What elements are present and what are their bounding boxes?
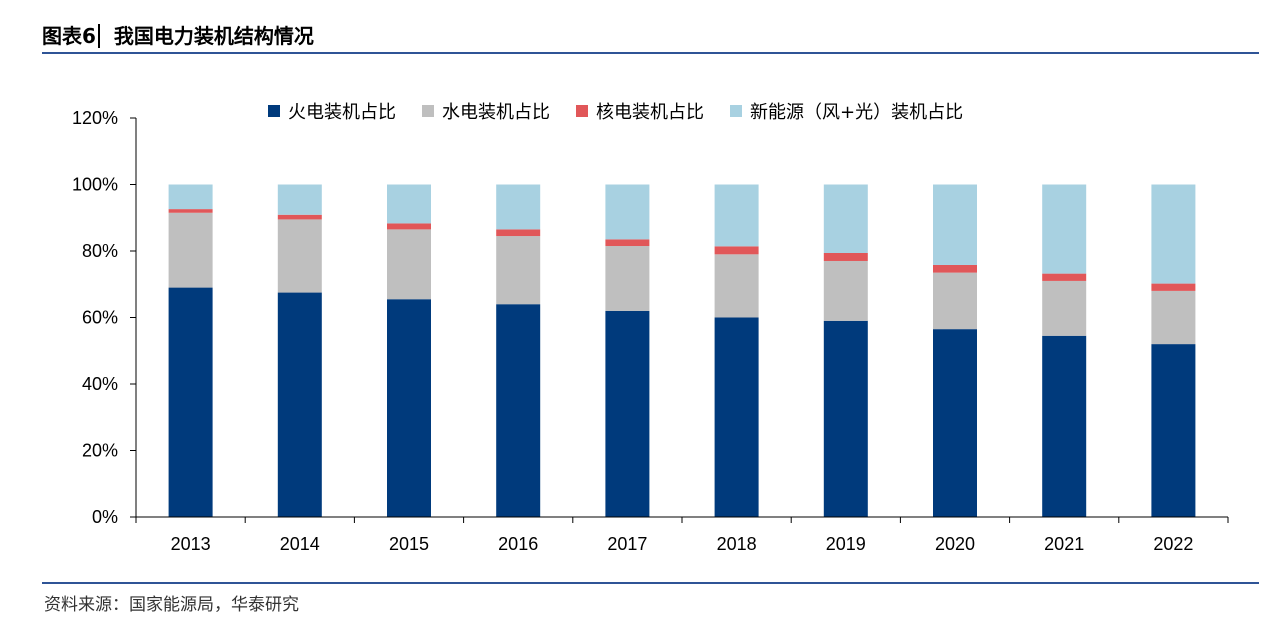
bar-segment-thermal-2019 <box>823 320 868 517</box>
bar-segment-hydro-2019 <box>823 260 868 321</box>
bar-segment-thermal-2018 <box>714 317 759 517</box>
x-tick-label: 2019 <box>826 534 866 554</box>
legend-label-renewable: 新能源（风+光）装机占比 <box>750 102 964 123</box>
bar-segment-nuclear-2017 <box>605 239 650 247</box>
y-tick-label: 0% <box>92 507 118 527</box>
x-axis: 2013 2014 2015 2016 2017 2018 2019 2020 2021 2022 <box>135 516 1229 554</box>
y-tick-label: 20% <box>82 441 118 461</box>
y-tick-label: 60% <box>82 308 118 328</box>
bar-segment-nuclear-2016 <box>496 229 541 237</box>
bar-segment-thermal-2017 <box>605 310 650 517</box>
bar-segment-renewable-2019 <box>823 184 868 253</box>
bar-segment-hydro-2015 <box>387 229 431 300</box>
x-tick-label: 2013 <box>171 534 211 554</box>
bar-segment-thermal-2013 <box>168 287 213 517</box>
y-axis: 0% 20% 40% 60% 80% 100% 120% <box>72 108 137 527</box>
x-tick-label: 2016 <box>498 534 538 554</box>
legend-label-nuclear: 核电装机占比 <box>596 102 704 123</box>
legend-item-hydro: 水电装机占比 <box>422 98 550 124</box>
bar-segment-renewable-2020 <box>933 184 977 265</box>
bar-segment-thermal-2022 <box>1151 344 1196 517</box>
bar-segment-nuclear-2021 <box>1042 273 1087 281</box>
bar-segment-thermal-2016 <box>496 304 541 517</box>
bar-series-group <box>168 184 1196 517</box>
bar-segment-hydro-2013 <box>168 212 213 288</box>
y-tick-label: 40% <box>82 374 118 394</box>
legend-swatch-renewable <box>730 105 742 117</box>
bar-segment-hydro-2016 <box>496 236 541 305</box>
bar-segment-hydro-2018 <box>714 254 759 318</box>
bar-segment-renewable-2013 <box>168 184 213 210</box>
bar-segment-thermal-2020 <box>933 329 977 517</box>
bar-segment-thermal-2014 <box>277 292 322 517</box>
bar-segment-renewable-2016 <box>496 184 541 230</box>
figure-number: 图表6 <box>42 24 100 48</box>
legend-swatch-hydro <box>422 105 434 117</box>
stacked-bar-chart: 0%20%40%60%80%100%120% 2013 2014 2015 2016 2… <box>72 108 1229 554</box>
chart-legend: 火电装机占比 水电装机占比 核电装机占比 新能源（风+光）装机占比 <box>268 98 989 124</box>
title-underline <box>42 52 1259 54</box>
legend-swatch-nuclear <box>576 105 588 117</box>
x-tick-label: 2020 <box>935 534 975 554</box>
x-tick-label: 2015 <box>389 534 429 554</box>
x-tick-label: 2018 <box>717 534 757 554</box>
bar-segment-hydro-2017 <box>605 246 650 311</box>
bar-segment-renewable-2021 <box>1042 184 1087 274</box>
bar-segment-nuclear-2022 <box>1151 283 1196 291</box>
y-tick-label: 80% <box>82 241 118 261</box>
bar-segment-renewable-2018 <box>714 184 759 247</box>
legend-label-hydro: 水电装机占比 <box>442 102 550 123</box>
bar-segment-renewable-2022 <box>1151 184 1196 284</box>
bar-segment-hydro-2021 <box>1042 280 1087 336</box>
x-tick-label: 2017 <box>607 534 647 554</box>
bar-segment-hydro-2020 <box>933 272 977 330</box>
figure-title: 图表6 我国电力装机结构情况 <box>42 20 314 50</box>
x-tick-label: 2014 <box>280 534 320 554</box>
bar-segment-thermal-2015 <box>387 299 431 517</box>
legend-swatch-thermal <box>268 105 280 117</box>
x-tick-label: 2021 <box>1044 534 1084 554</box>
x-tick-label: 2022 <box>1153 534 1193 554</box>
bar-segment-nuclear-2013 <box>168 209 213 213</box>
figure-title-text: 我国电力装机结构情况 <box>113 24 314 48</box>
source-divider <box>42 582 1259 584</box>
bar-segment-renewable-2017 <box>605 184 650 240</box>
bar-segment-hydro-2014 <box>277 219 322 293</box>
bar-segment-nuclear-2014 <box>277 214 322 220</box>
legend-item-thermal: 火电装机占比 <box>268 98 396 124</box>
legend-label-thermal: 火电装机占比 <box>288 102 396 123</box>
bar-segment-nuclear-2015 <box>387 223 431 230</box>
bar-segment-renewable-2015 <box>387 184 431 224</box>
legend-item-renewable: 新能源（风+光）装机占比 <box>730 98 963 124</box>
bar-segment-nuclear-2018 <box>714 246 759 255</box>
bar-segment-thermal-2021 <box>1042 335 1087 517</box>
source-note: 资料来源：国家能源局，华泰研究 <box>44 595 299 615</box>
bar-segment-renewable-2014 <box>277 184 322 215</box>
legend-item-nuclear: 核电装机占比 <box>576 98 704 124</box>
y-tick-label: 100% <box>72 175 118 195</box>
y-tick-label: 120% <box>72 108 118 128</box>
bar-segment-nuclear-2019 <box>823 252 868 261</box>
bar-segment-hydro-2022 <box>1151 290 1196 345</box>
bar-segment-nuclear-2020 <box>933 264 977 273</box>
